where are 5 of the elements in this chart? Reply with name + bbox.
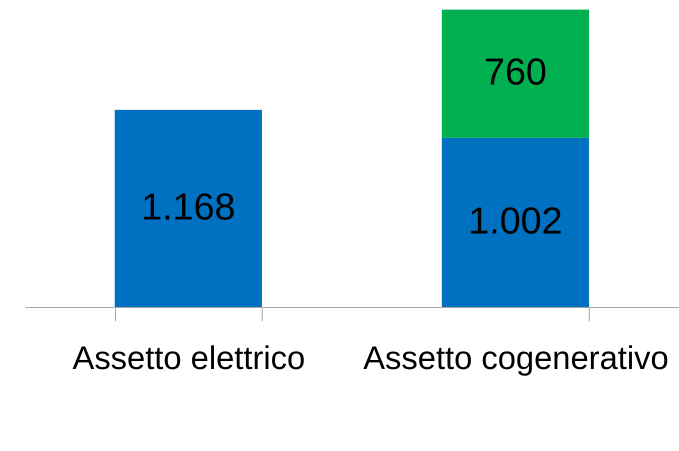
data-label: 1.168 bbox=[141, 185, 236, 228]
x-tick-label: Assetto elettrico bbox=[72, 338, 306, 376]
x-tick-label: Assetto cogenerativo bbox=[363, 338, 669, 376]
data-label: 760 bbox=[484, 50, 547, 93]
data-label: 1.002 bbox=[468, 199, 563, 242]
